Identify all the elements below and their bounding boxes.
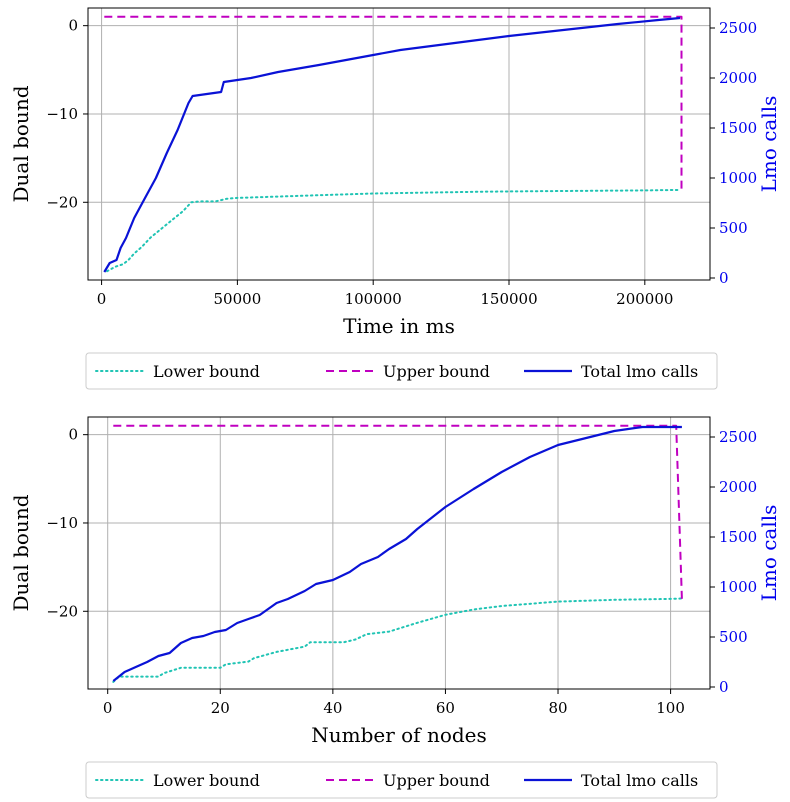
x-axis-label: Time in ms xyxy=(343,314,455,338)
x-tick-label: 100 xyxy=(656,699,685,717)
y2-tick-label: 2000 xyxy=(719,478,757,496)
x-tick-label: 20 xyxy=(211,699,230,717)
y2-tick-label: 1500 xyxy=(719,119,757,137)
y-tick-label: −20 xyxy=(46,193,78,211)
legend-label: Total lmo calls xyxy=(581,362,698,381)
x-axis-label: Number of nodes xyxy=(311,723,487,747)
legend-label: Total lmo calls xyxy=(581,771,698,790)
x-tick-label: 40 xyxy=(323,699,342,717)
y2-tick-label: 500 xyxy=(719,219,748,237)
legend-box xyxy=(85,761,718,799)
y2-tick-label: 1000 xyxy=(719,578,757,596)
series-line-total-lmo-calls xyxy=(112,425,682,682)
series-line-total-lmo-calls xyxy=(103,16,681,273)
chart-panel-2: 0 20 40 60 80 1000−10−2005001000150020002500N… xyxy=(9,416,781,799)
x-tick-label: 150000 xyxy=(480,290,537,308)
x-tick-label: 0 xyxy=(97,290,107,308)
legend: Lower bound Upper bound Total lmo calls xyxy=(85,761,718,799)
y-tick-label: −10 xyxy=(46,105,78,123)
y2-axis-label: Lmo calls xyxy=(757,96,781,193)
x-tick-label: 60 xyxy=(436,699,455,717)
y2-tick-label: 1500 xyxy=(719,528,757,546)
x-tick-label: 50000 xyxy=(214,290,262,308)
y-tick-label: −10 xyxy=(46,514,78,532)
x-tick-label: 80 xyxy=(548,699,567,717)
y2-axis-label: Lmo calls xyxy=(757,505,781,602)
y2-tick-label: 2500 xyxy=(719,19,757,37)
y2-tick-label: 0 xyxy=(719,678,729,696)
y-tick-label: 0 xyxy=(68,426,78,444)
x-tick-label: 100000 xyxy=(345,290,402,308)
plot-frame xyxy=(87,7,711,281)
y2-tick-label: 2500 xyxy=(719,428,757,446)
legend-box xyxy=(85,352,718,390)
plot-frame xyxy=(87,416,711,690)
x-tick-label: 200000 xyxy=(616,290,673,308)
legend-label: Upper bound xyxy=(383,771,490,790)
y-axis-label: Dual bound xyxy=(9,85,33,202)
legend-label: Lower bound xyxy=(153,771,260,790)
series-line-upper-bound xyxy=(104,15,683,190)
series-line-lower-bound xyxy=(106,188,682,273)
series-line-lower-bound xyxy=(112,597,683,683)
y-tick-label: −20 xyxy=(46,602,78,620)
chart-panel-1: 0 50000 100000 150000 200000 0 −10 −20 0 500 1000 1… xyxy=(9,7,781,390)
y-axis-label: Dual bound xyxy=(9,494,33,611)
legend: Lower bound Upper bound Total lmo calls xyxy=(85,352,718,390)
y-tick-label: 0 xyxy=(68,17,78,35)
y2-tick-label: 2000 xyxy=(719,69,757,87)
legend-label: Upper bound xyxy=(383,362,490,381)
series-line-upper-bound xyxy=(113,424,683,599)
legend-label: Lower bound xyxy=(153,362,260,381)
y2-tick-label: 0 xyxy=(719,269,729,287)
y2-tick-label: 1000 xyxy=(719,169,757,187)
y2-tick-label: 500 xyxy=(719,628,748,646)
x-tick-label: 0 xyxy=(103,699,113,717)
